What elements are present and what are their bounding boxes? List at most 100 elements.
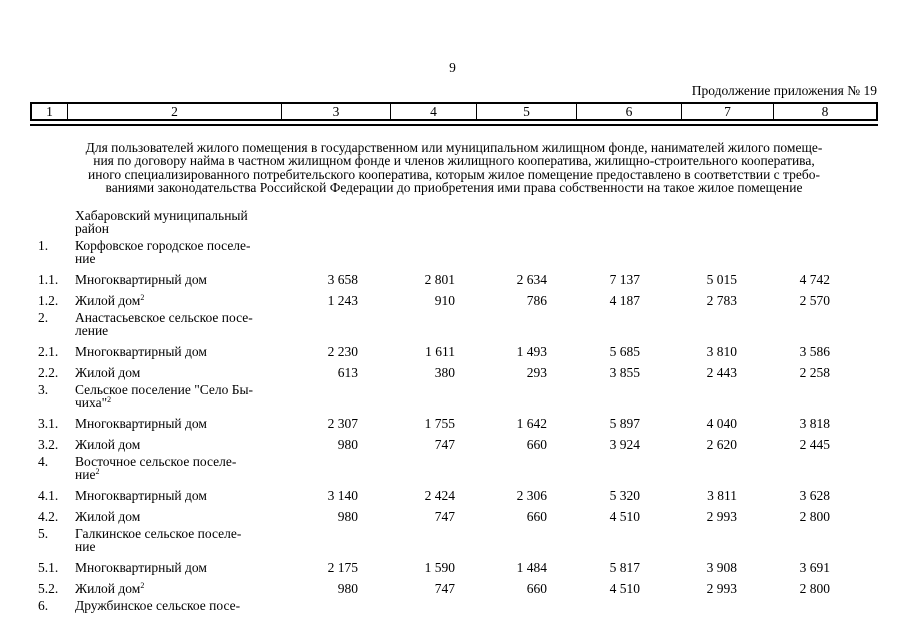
value-cell: 3 691 — [799, 560, 830, 575]
value-cell: 2 424 — [424, 488, 455, 503]
table-row: 4.2. Жилой дом 980 747 660 4 510 2 993 2 800 — [30, 509, 878, 524]
value-cell: 4 510 — [609, 581, 640, 596]
value-cell: 980 — [337, 581, 358, 596]
row-label-text: Сельское поселение "Село Бы- — [75, 382, 254, 397]
intro-paragraph: Для пользователей жилого помещения в гос… — [30, 141, 878, 195]
table-row: 6. Дружбинское сельское посе- — [30, 598, 878, 613]
value-cell: 786 — [526, 293, 547, 308]
value-cell: 2 783 — [706, 293, 737, 308]
value-cell: 3 855 — [609, 365, 640, 380]
value-cell — [305, 599, 358, 612]
value-cell: 910 — [434, 293, 455, 308]
row-number: 5. — [38, 526, 49, 541]
value-cell: 1 243 — [327, 293, 358, 308]
value-cell: 2 230 — [327, 344, 358, 359]
row-label-line: Многоквартирный дом — [75, 344, 305, 359]
table-row: 1.2. Жилой дом2 1 243 910 786 4 187 2 783 2 570 — [30, 293, 878, 308]
value-cell — [455, 599, 547, 612]
value-cell — [305, 383, 358, 409]
row-label-line: Восточное сельское поселе- — [75, 454, 305, 469]
intro-line: ваниями законодательства Российской Феде… — [105, 180, 803, 196]
header-col-4: 4 — [390, 104, 476, 119]
value-cell: 3 908 — [706, 560, 737, 575]
row-number: 2.1. — [38, 344, 59, 359]
row-label: Анастасьевское сельское посе-ление — [75, 310, 305, 338]
value-cell — [547, 311, 640, 337]
row-label-text: Восточное сельское поселе- — [75, 454, 237, 469]
value-cell — [455, 527, 547, 553]
row-label-line: Жилой дом2 — [75, 581, 305, 596]
value-cell: 1 642 — [516, 416, 547, 431]
row-number: 3.2. — [38, 437, 59, 452]
row-number: 1. — [38, 238, 49, 253]
value-cell: 2 307 — [327, 416, 358, 431]
row-label-text: ление — [75, 323, 109, 338]
page-number: 9 — [449, 60, 456, 75]
value-cell — [305, 527, 358, 553]
row-label: Галкинское сельское поселе-ние — [75, 527, 305, 554]
value-cell: 2 258 — [799, 365, 830, 380]
value-cell: 4 742 — [799, 272, 830, 287]
value-cell: 2 800 — [799, 581, 830, 596]
row-label-text: Жилой дом — [75, 581, 141, 596]
row-label: Многоквартирный дом — [75, 488, 305, 503]
value-cell — [547, 455, 640, 481]
row-label-line: Корфовское городское поселе- — [75, 239, 305, 253]
table-row: 4. Восточное сельское поселе-ние2 — [30, 454, 878, 482]
row-label-line: Многоквартирный дом — [75, 416, 305, 431]
row-label-text: Многоквартирный дом — [75, 344, 207, 359]
value-cell — [305, 209, 358, 235]
row-number — [30, 209, 75, 235]
row-label: Многоквартирный дом — [75, 561, 305, 575]
row-label-line: Дружбинское сельское посе- — [75, 599, 305, 613]
value-cell — [547, 239, 640, 265]
value-cell: 4 510 — [609, 509, 640, 524]
row-label-text: ние — [75, 467, 96, 482]
header-col-2: 2 — [67, 104, 281, 119]
row-label-text: Многоквартирный дом — [75, 272, 207, 287]
value-cell — [737, 383, 830, 409]
row-label-text: чиха" — [75, 395, 108, 410]
row-label-text: Многоквартирный дом — [75, 416, 207, 431]
row-number: 4. — [38, 454, 49, 469]
value-cell: 3 810 — [706, 344, 737, 359]
value-cell: 2 801 — [424, 272, 455, 287]
row-label: Жилой дом2 — [75, 581, 305, 596]
row-number: 5.2. — [38, 581, 59, 596]
row-label: Жилой дом — [75, 510, 305, 524]
row-label-text: район — [75, 221, 109, 236]
value-cell — [737, 599, 830, 612]
value-cell: 3 818 — [799, 416, 830, 431]
value-cell — [455, 311, 547, 337]
value-cell — [358, 209, 455, 235]
value-cell — [640, 311, 737, 337]
footnote-ref: 2 — [107, 395, 112, 404]
value-cell: 2 570 — [799, 293, 830, 308]
row-number: 6. — [38, 598, 49, 613]
value-cell — [305, 239, 358, 265]
value-cell: 2 620 — [706, 437, 737, 452]
header-col-1: 1 — [46, 104, 53, 119]
row-label-line: Жилой дом — [75, 438, 305, 452]
value-cell — [640, 209, 737, 235]
table-row: 1.1. Многоквартирный дом 3 658 2 801 2 634 7 … — [30, 272, 878, 287]
table-row: 5.1. Многоквартирный дом 2 175 1 590 1 484 5 … — [30, 560, 878, 575]
table-row: Хабаровский муниципальный район — [30, 209, 878, 236]
row-label-line: ние — [75, 251, 305, 266]
value-cell — [358, 527, 455, 553]
row-label-text: ние — [75, 251, 96, 266]
value-cell — [305, 311, 358, 337]
row-label: Жилой дом — [75, 438, 305, 452]
value-cell: 5 817 — [609, 560, 640, 575]
value-cell — [455, 455, 547, 481]
value-cell: 4 040 — [706, 416, 737, 431]
value-cell — [640, 527, 737, 553]
value-cell: 660 — [526, 581, 547, 596]
appendix-continuation-label: Продолжение приложения № 19 — [691, 83, 877, 98]
row-label-line: ние — [75, 540, 305, 554]
row-label-text: Многоквартирный дом — [75, 488, 207, 503]
row-label: Жилой дом2 — [75, 294, 305, 308]
row-label-line: ление — [75, 323, 305, 338]
row-number: 2.2. — [38, 365, 59, 380]
row-label-text: Анастасьевское сельское посе- — [75, 310, 253, 325]
